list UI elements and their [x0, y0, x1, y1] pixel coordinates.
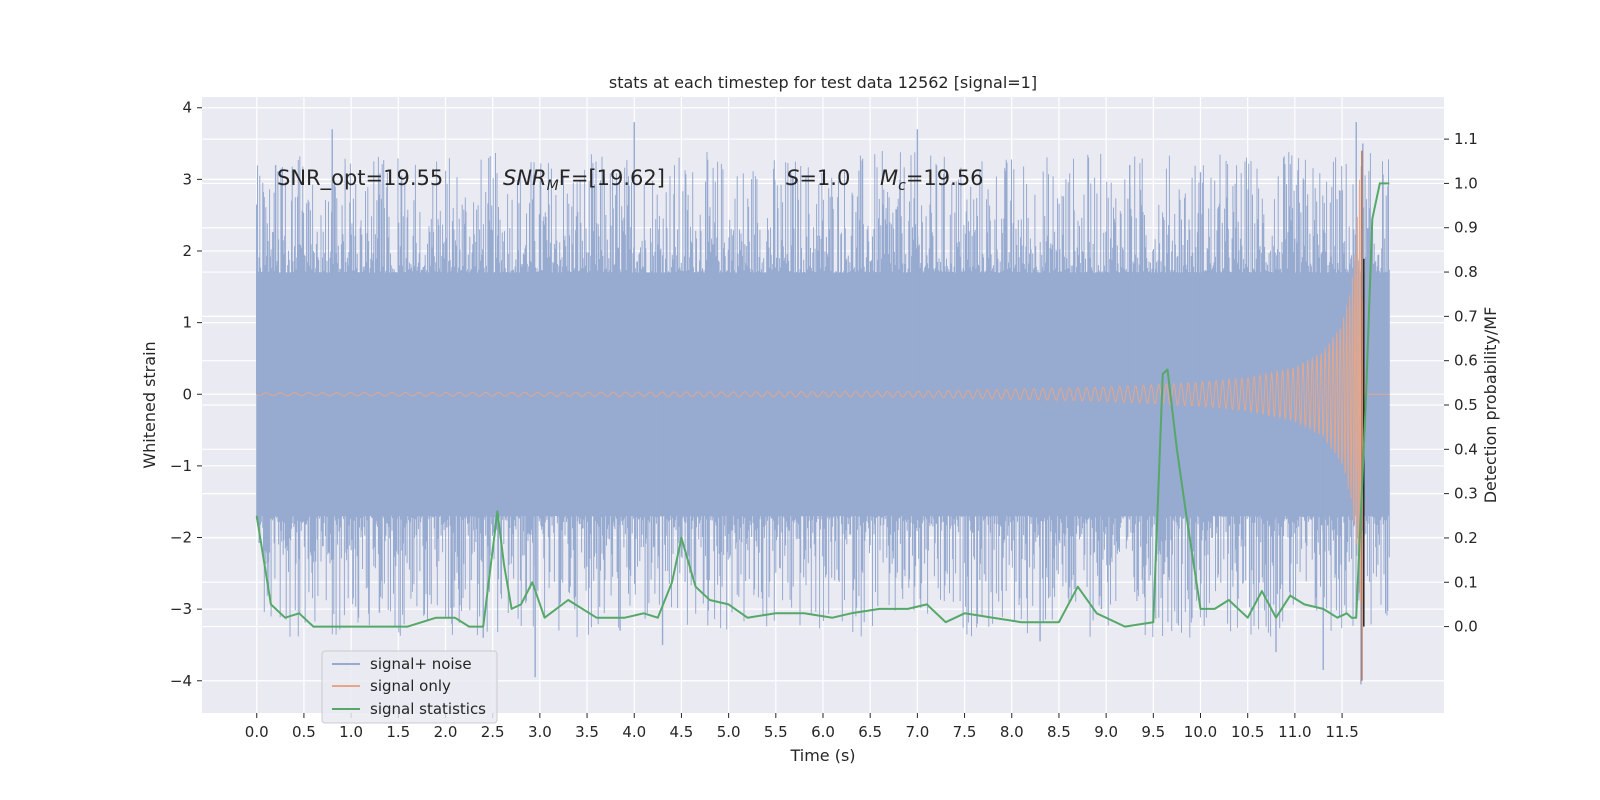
- chart-title: stats at each timestep for test data 125…: [609, 73, 1037, 92]
- x-tick-label-1: 0.5: [292, 723, 316, 741]
- y-axis-left-ticks: −4 −3 −2 −1 0 1 2 3 4: [170, 99, 202, 690]
- y-right-tick-label-6: 0.6: [1454, 352, 1478, 370]
- annotation-snr-mf-base: SNR: [503, 166, 547, 190]
- y-left-tick-label-6: 2: [182, 242, 192, 260]
- x-tick-label-0: 0.0: [245, 723, 269, 741]
- y-right-tick-label-3: 0.3: [1454, 485, 1478, 503]
- annotation-snr-mf-sub: M: [547, 178, 559, 194]
- x-tick-label-20: 10.0: [1184, 723, 1217, 741]
- y-right-tick-label-1: 0.1: [1454, 573, 1478, 591]
- y-right-tick-label-8: 0.8: [1454, 263, 1478, 281]
- signal-chirp: [256, 176, 1390, 604]
- x-tick-label-16: 8.0: [1000, 723, 1024, 741]
- y-left-tick-label-3: −1: [170, 457, 192, 475]
- y-axis-right-label: Detection probability/MF: [1481, 307, 1500, 504]
- annotation-mc-var: M: [880, 166, 898, 190]
- y-right-tick-label-11: 1.1: [1454, 130, 1478, 148]
- x-tick-label-21: 10.5: [1231, 723, 1264, 741]
- annotations: SNR_opt=19.55 SNRMF=[19.62] S=1.0 Mc=19.…: [277, 166, 984, 194]
- series-signal-statistics: [255, 182, 1390, 628]
- y-right-tick-label-9: 0.9: [1454, 219, 1478, 237]
- x-tick-label-19: 9.5: [1141, 723, 1165, 741]
- legend-box: [321, 650, 498, 724]
- x-tick-label-15: 7.5: [953, 723, 977, 741]
- x-tick-label-10: 5.0: [717, 723, 741, 741]
- x-tick-label-13: 6.5: [858, 723, 882, 741]
- x-tick-label-2: 1.0: [339, 723, 363, 741]
- annotation-s: S=1.0: [786, 166, 850, 190]
- y-left-tick-label-5: 1: [182, 314, 192, 332]
- x-tick-label-14: 7.0: [905, 723, 929, 741]
- x-tick-label-17: 8.5: [1047, 723, 1071, 741]
- x-axis-ticks: 0.0 0.5 1.0 1.5 2.0 2.5 3.0 3.5 4.0 4.5 5.0 5.5 6.0 6…: [245, 713, 1359, 741]
- x-tick-label-6: 3.0: [528, 723, 552, 741]
- x-tick-label-18: 9.0: [1094, 723, 1118, 741]
- legend-label-noise: signal+ noise: [370, 655, 472, 673]
- noise-spikes: [256, 151, 1390, 638]
- annotation-snr-mf-rest: F=[19.62]: [559, 166, 665, 190]
- x-tick-label-3: 1.5: [386, 723, 410, 741]
- y-right-tick-label-2: 0.2: [1454, 529, 1478, 547]
- legend-label-signal: signal only: [370, 677, 451, 695]
- x-tick-label-5: 2.5: [481, 723, 505, 741]
- annotation-snr-opt: SNR_opt=19.55: [277, 166, 443, 191]
- y-left-tick-label-0: −4: [170, 672, 192, 690]
- annotation-s-val: =1.0: [799, 166, 850, 190]
- y-right-tick-label-7: 0.7: [1454, 307, 1478, 325]
- annotation-s-var: S: [786, 166, 799, 190]
- y-left-tick-label-2: −2: [170, 529, 192, 547]
- y-left-tick-label-4: 0: [182, 385, 192, 403]
- x-tick-label-7: 3.5: [575, 723, 599, 741]
- y-right-tick-label-10: 1.0: [1454, 174, 1478, 192]
- y-left-tick-label-1: −3: [170, 600, 192, 618]
- legend: signal+ noise signal only signal statist…: [321, 650, 498, 724]
- x-tick-label-23: 11.5: [1325, 723, 1358, 741]
- x-tick-label-22: 11.0: [1278, 723, 1311, 741]
- y-axis-right-ticks: 0.0 0.1 0.2 0.3 0.4 0.5 0.6 0.7 0.8 0.9 1.0 1.1: [1444, 130, 1478, 636]
- y-left-tick-label-8: 4: [182, 99, 192, 117]
- y-axis-left-label: Whitened strain: [140, 341, 159, 468]
- x-axis-label: Time (s): [789, 746, 855, 765]
- annotation-snr-mf: SNRMF=[19.62]: [503, 166, 665, 194]
- stats-line: [255, 182, 1390, 628]
- x-tick-label-4: 2.0: [434, 723, 458, 741]
- x-tick-label-12: 6.0: [811, 723, 835, 741]
- annotation-mc-val: =19.56: [906, 166, 984, 190]
- legend-label-stats: signal statistics: [370, 700, 486, 718]
- y-right-tick-label-4: 0.4: [1454, 440, 1478, 458]
- x-tick-label-8: 4.0: [622, 723, 646, 741]
- x-tick-label-11: 5.5: [764, 723, 788, 741]
- y-right-tick-label-5: 0.5: [1454, 396, 1478, 414]
- y-right-tick-label-0: 0.0: [1454, 618, 1478, 636]
- annotation-mc-sub: c: [898, 178, 906, 194]
- annotation-mc: Mc=19.56: [880, 166, 984, 194]
- x-tick-label-9: 4.5: [670, 723, 694, 741]
- y-left-tick-label-7: 3: [182, 170, 192, 188]
